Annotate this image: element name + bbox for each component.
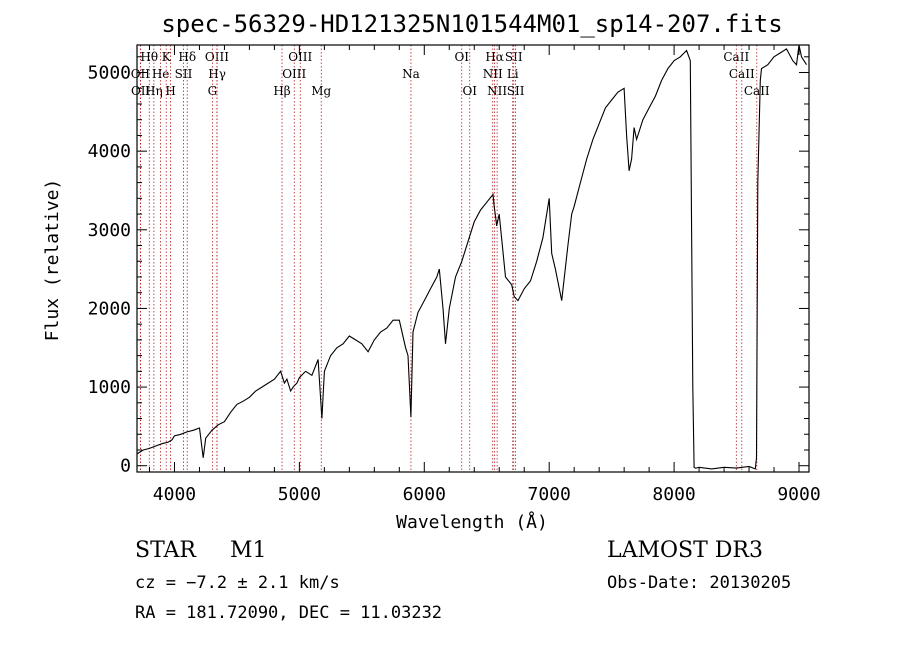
- y-tick-label: 3000: [88, 220, 131, 241]
- spectral-line-label: NII: [483, 67, 503, 81]
- spectral-line-label: Hη: [145, 84, 163, 98]
- spectral-line-label: Hγ: [208, 67, 226, 81]
- spectral-line-label: OI: [454, 50, 469, 64]
- y-tick-label: 0: [120, 456, 131, 477]
- x-axis-label: Wavelength (Å): [396, 511, 548, 533]
- spectral-line-label: Li: [507, 67, 519, 81]
- spectral-line-label: Hδ: [178, 50, 196, 64]
- spectral-line-label: OIII: [288, 50, 312, 64]
- spectral-line-label: NII: [487, 84, 507, 98]
- spectral-line-label: He: [152, 67, 170, 81]
- spectral-line-label: CaII: [729, 67, 755, 81]
- y-tick-label: 1000: [88, 377, 131, 398]
- x-tick-label: 5000: [278, 484, 321, 505]
- y-tick-label: 2000: [88, 298, 131, 319]
- x-tick-label: 8000: [652, 484, 695, 505]
- x-tick-label: 6000: [403, 484, 446, 505]
- redshift-text: cz = −7.2 ± 2.1 km/s: [135, 573, 340, 593]
- subclass-label: M1: [230, 538, 267, 563]
- spectral-line-label: OIII: [282, 67, 306, 81]
- spectral-line-label: H: [165, 84, 175, 98]
- spectral-line-label: SII: [507, 84, 525, 98]
- x-tick-label: 7000: [528, 484, 571, 505]
- spectral-line-label: SII: [175, 67, 193, 81]
- y-tick-label: 4000: [88, 141, 131, 162]
- x-tick-label: 9000: [777, 484, 820, 505]
- spectral-line-label: SII: [505, 50, 523, 64]
- flux-series-line: [136, 44, 807, 470]
- plot-frame: [136, 44, 810, 473]
- obs-date-text: Obs-Date: 20130205: [607, 573, 792, 593]
- spectral-line-label: OII: [131, 84, 151, 98]
- spectral-line-label: K: [162, 50, 172, 64]
- spectral-line-label: Hα: [485, 50, 504, 64]
- spectral-line-label: Hθ: [140, 50, 158, 64]
- spectral-line-label: G: [208, 84, 218, 98]
- object-class: STAR M1: [135, 538, 267, 563]
- class-label: STAR: [135, 538, 196, 563]
- spectral-line-label: Hβ: [273, 84, 290, 98]
- y-axis-ticks: 0 1000 2000 3000 4000 5000: [88, 56, 809, 477]
- y-axis-label: Flux (relative): [42, 179, 63, 342]
- coordinates-text: RA = 181.72090, DEC = 11.03232: [135, 603, 443, 623]
- spectral-line-label: CaII: [744, 84, 770, 98]
- survey-label: LAMOST DR3: [607, 538, 763, 563]
- x-tick-label: 4000: [153, 484, 196, 505]
- x-axis-ticks: 4000 5000 6000 7000 8000 9000: [148, 45, 821, 505]
- spectral-line-label: Mg: [311, 84, 331, 98]
- spectral-line-label: Na: [402, 67, 420, 81]
- chart-title: spec-56329-HD121325N101544M01_sp14-207.f…: [161, 10, 782, 38]
- spectral-line-label: CaII: [723, 50, 749, 64]
- y-tick-label: 5000: [88, 63, 131, 84]
- spectral-line-label: OI: [462, 84, 477, 98]
